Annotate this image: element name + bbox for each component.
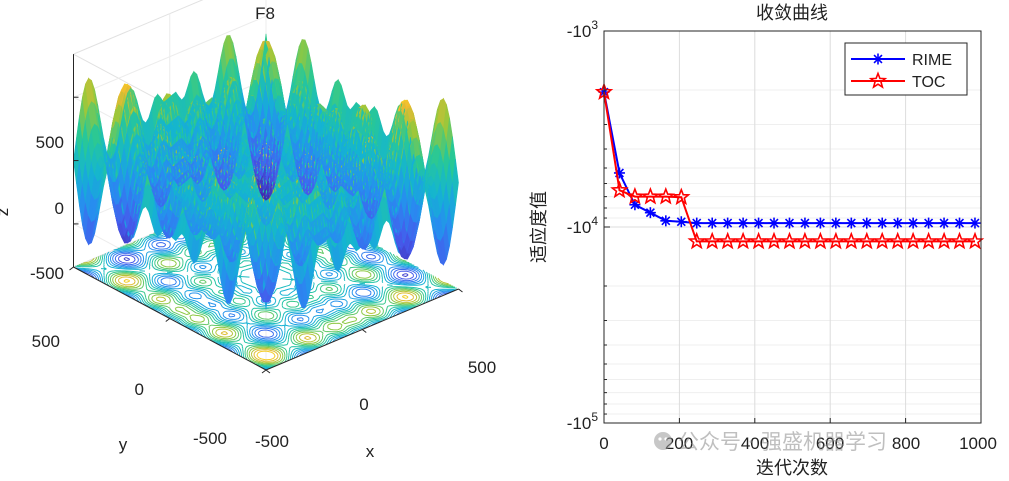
convergence-plot: 收敛曲线 -103 -104 -105 适应度值 0 200 400 600 8… xyxy=(529,3,997,479)
point-rime-6 xyxy=(691,217,703,229)
ytick-1e5: -105 xyxy=(567,410,599,433)
surface-ytick-neg500: -500 xyxy=(193,429,227,448)
surface-plot: F8 500 0 -500 z 500 0 -500 y -500 0 500 … xyxy=(0,0,496,461)
legend: RIME TOC xyxy=(844,42,968,96)
surface-ztick-neg500: -500 xyxy=(30,264,64,283)
surface-ztick-500: 500 xyxy=(36,133,64,152)
point-rime-20 xyxy=(907,217,919,229)
point-rime-15 xyxy=(830,217,842,229)
point-rime-14 xyxy=(814,217,826,229)
xtick-1000: 1000 xyxy=(959,434,997,453)
wechat-icon xyxy=(654,432,672,450)
legend-marker-rime-glyph xyxy=(872,53,884,65)
point-rime-12 xyxy=(783,217,795,229)
surface-mesh xyxy=(73,33,459,310)
legend-box xyxy=(844,42,968,96)
surface-zlabel: z xyxy=(0,208,12,217)
point-rime-8 xyxy=(722,217,734,229)
ytick-1e3: -103 xyxy=(567,18,599,41)
watermark-text: 公众号 · 强盛机器学习 xyxy=(678,430,887,454)
xtick-mark-2 xyxy=(458,288,463,293)
point-rime-4 xyxy=(660,215,672,227)
legend-marker-rime xyxy=(872,53,884,65)
surface-xtick-neg500: -500 xyxy=(255,432,289,451)
line-xlabel: 迭代次数 xyxy=(756,458,828,479)
surface-xtick-0: 0 xyxy=(359,395,368,414)
contour-level-13 xyxy=(118,276,414,362)
surface-xlabel: x xyxy=(366,442,375,461)
surface-title: F8 xyxy=(255,4,275,23)
legend-label-toc: TOC xyxy=(912,74,945,91)
point-rime-21 xyxy=(923,217,935,229)
point-rime-18 xyxy=(876,217,888,229)
ytick-mark-0 xyxy=(261,369,267,374)
wall-grid-zx-2 xyxy=(73,15,267,98)
surface-ytick-0: 0 xyxy=(135,380,144,399)
point-rime-23 xyxy=(954,217,966,229)
watermark: 公众号 · 强盛机器学习 xyxy=(654,430,887,454)
xtick-mark-0 xyxy=(265,369,271,374)
wechat-icon-eye-right xyxy=(664,437,668,441)
ytick-mark-2 xyxy=(69,266,74,271)
point-rime-17 xyxy=(861,217,873,229)
point-rime-10 xyxy=(753,217,765,229)
point-rime-9 xyxy=(737,217,749,229)
point-rime-22 xyxy=(938,217,950,229)
surface-ytick-500: 500 xyxy=(32,332,60,351)
point-rime-7 xyxy=(706,217,718,229)
line-title: 收敛曲线 xyxy=(756,3,828,24)
point-rime-16 xyxy=(845,217,857,229)
legend-label-rime: RIME xyxy=(912,52,952,69)
point-rime-3 xyxy=(644,207,656,219)
line-ylabel: 适应度值 xyxy=(529,191,550,263)
point-rime-24 xyxy=(969,217,981,229)
contour-level-14 xyxy=(123,279,409,361)
point-rime-11 xyxy=(768,217,780,229)
surface-ztick-0: 0 xyxy=(55,199,64,218)
point-rime-19 xyxy=(892,217,904,229)
xtick-mark-1 xyxy=(361,329,367,333)
ytick-1e4: -104 xyxy=(567,214,599,237)
point-rime-13 xyxy=(799,217,811,229)
point-rime-5 xyxy=(675,216,687,228)
xtick-0: 0 xyxy=(599,434,608,453)
xtick-800: 800 xyxy=(892,434,920,453)
ytick-mark-1 xyxy=(165,318,171,322)
surface-xtick-500: 500 xyxy=(468,358,496,377)
surface-ylabel: y xyxy=(119,435,128,454)
wechat-icon-eye-left xyxy=(658,437,662,441)
